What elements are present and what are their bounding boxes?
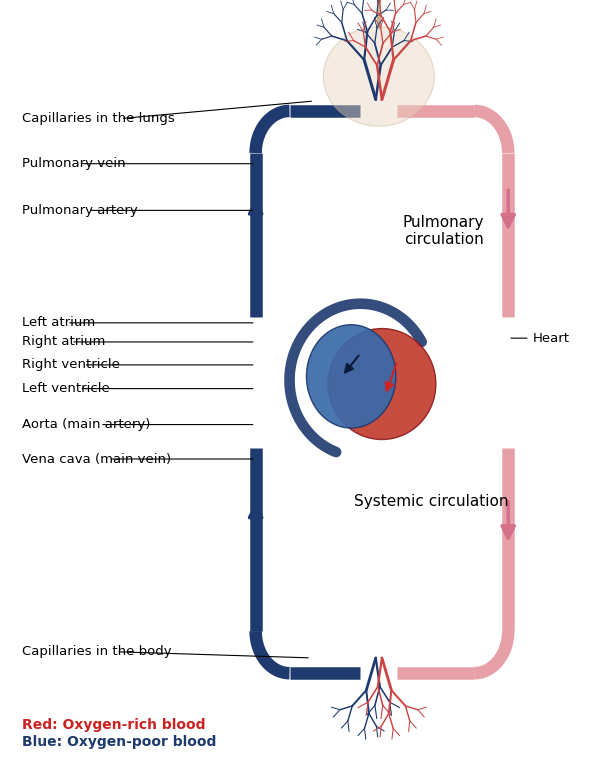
Text: Pulmonary artery: Pulmonary artery	[22, 204, 137, 216]
Text: Left atrium: Left atrium	[22, 317, 95, 329]
Text: Pulmonary vein: Pulmonary vein	[22, 158, 125, 170]
Text: Heart: Heart	[533, 332, 570, 344]
Ellipse shape	[323, 27, 434, 126]
Text: Red: Oxygen-rich blood: Red: Oxygen-rich blood	[22, 718, 205, 732]
Ellipse shape	[328, 329, 436, 440]
Text: Left ventricle: Left ventricle	[22, 382, 109, 395]
Text: Blue: Oxygen-poor blood: Blue: Oxygen-poor blood	[22, 735, 216, 749]
Text: Pulmonary
circulation: Pulmonary circulation	[403, 215, 484, 247]
Text: Systemic circulation: Systemic circulation	[354, 493, 508, 509]
Text: Right ventricle: Right ventricle	[22, 359, 120, 371]
Text: Capillaries in the body: Capillaries in the body	[22, 646, 171, 658]
Ellipse shape	[306, 325, 395, 428]
Text: Vena cava (main vein): Vena cava (main vein)	[22, 453, 171, 465]
Text: Right atrium: Right atrium	[22, 336, 105, 348]
Text: Capillaries in the lungs: Capillaries in the lungs	[22, 112, 174, 125]
Text: Aorta (main artery): Aorta (main artery)	[22, 418, 150, 431]
